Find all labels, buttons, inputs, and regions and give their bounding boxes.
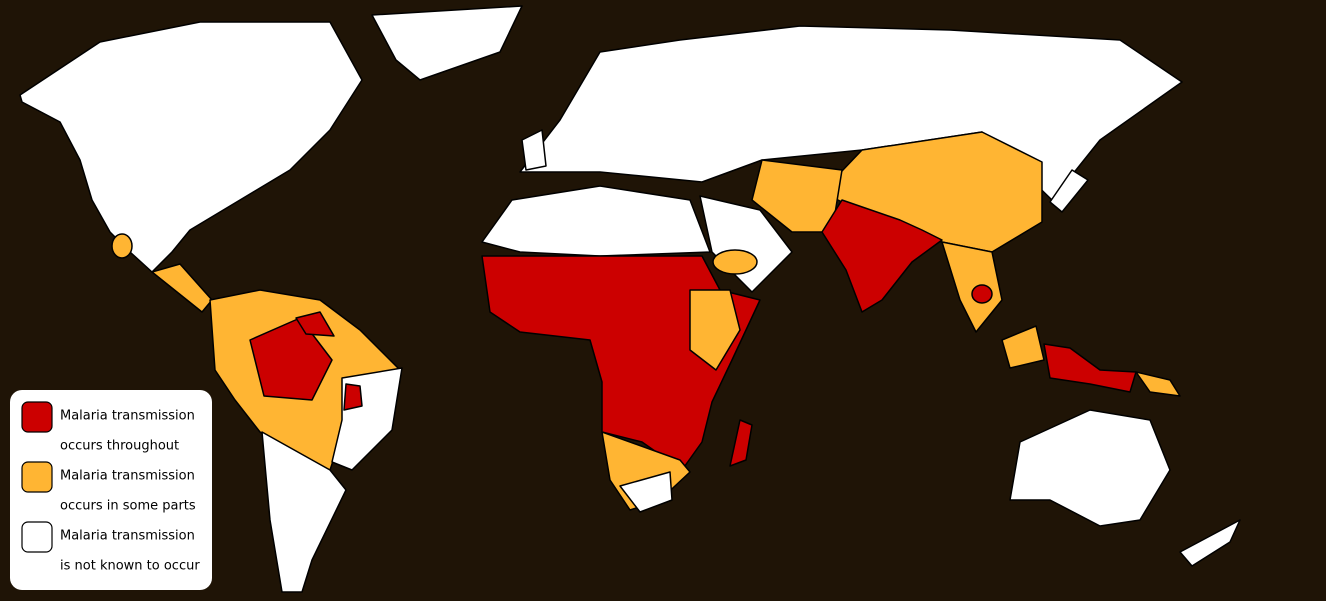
japan xyxy=(1049,169,1089,213)
legend-swatch xyxy=(21,521,53,553)
indonesia xyxy=(1043,343,1137,393)
new-zealand xyxy=(1179,519,1241,567)
yemen-area xyxy=(712,249,758,275)
brazil-spot xyxy=(343,383,363,411)
southern-cone xyxy=(261,431,347,593)
legend-box xyxy=(10,390,212,590)
india xyxy=(821,199,943,313)
map-regions xyxy=(19,5,1241,593)
legend-label: occurs in some parts xyxy=(60,499,196,514)
new-guinea xyxy=(1135,371,1181,397)
madagascar xyxy=(729,419,753,467)
horn-of-africa xyxy=(689,289,741,371)
iran-region xyxy=(751,159,843,233)
greenland xyxy=(371,5,523,81)
legend-label: Malaria transmission xyxy=(60,409,195,424)
legend-label: Malaria transmission xyxy=(60,529,195,544)
legend-label: Malaria transmission xyxy=(60,469,195,484)
guianas xyxy=(295,311,335,337)
legend-swatch xyxy=(21,401,53,433)
australia xyxy=(1009,409,1171,527)
cambodia xyxy=(971,284,993,304)
sahara xyxy=(481,185,711,257)
legend-label: is not known to occur xyxy=(60,559,200,574)
brazil-interior xyxy=(249,317,333,401)
legend-label: occurs throughout xyxy=(60,439,179,454)
arabia xyxy=(699,195,793,293)
southeast-asia xyxy=(941,241,1003,333)
mexico-area xyxy=(111,233,133,259)
central-america xyxy=(151,263,213,313)
legend: Malaria transmission occurs throughout Mal… xyxy=(10,390,212,590)
legend-swatch xyxy=(21,461,53,493)
borneo xyxy=(1001,325,1045,369)
south-africa xyxy=(619,471,673,513)
north-america xyxy=(19,21,363,273)
britain xyxy=(521,129,547,171)
